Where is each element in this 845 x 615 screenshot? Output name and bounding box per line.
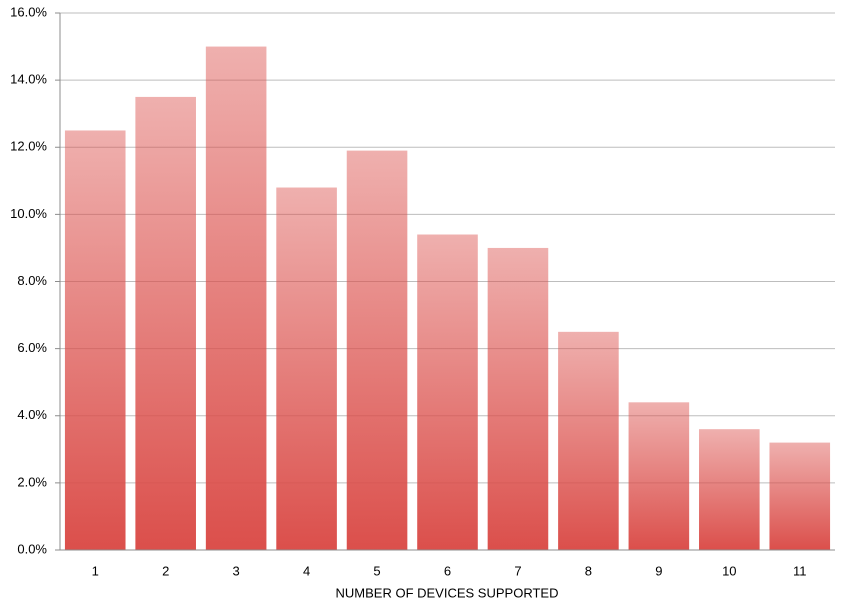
y-tick-label: 6.0% (17, 340, 47, 355)
x-tick-label: 6 (444, 563, 451, 578)
bar (346, 150, 408, 550)
x-tick-label: 1 (92, 563, 99, 578)
x-tick-label: 2 (162, 563, 169, 578)
x-tick-label: 11 (793, 563, 807, 578)
x-tick-label: 7 (514, 563, 521, 578)
y-tick-label: 12.0% (10, 139, 47, 154)
y-tick-label: 16.0% (10, 4, 47, 19)
bar (628, 402, 690, 550)
y-tick-label: 8.0% (17, 273, 47, 288)
y-tick-label: 10.0% (10, 206, 47, 221)
x-tick-label: 5 (373, 563, 380, 578)
y-tick-label: 0.0% (17, 541, 47, 556)
bar (276, 187, 337, 550)
y-tick-label: 2.0% (17, 474, 47, 489)
bar (558, 331, 619, 550)
x-axis-label: NUMBER OF DEVICES SUPPORTED (336, 585, 559, 600)
x-tick-label: 4 (303, 563, 310, 578)
y-tick-label: 14.0% (10, 72, 47, 87)
x-tick-label: 8 (585, 563, 592, 578)
x-tick-label: 3 (233, 563, 240, 578)
bar (417, 234, 478, 550)
bar (205, 46, 267, 550)
bar (699, 429, 760, 550)
bar (487, 247, 549, 550)
bar (135, 96, 196, 550)
x-tick-label: 9 (655, 563, 662, 578)
bar (64, 130, 126, 550)
x-tick-label: 10 (722, 563, 736, 578)
y-tick-label: 4.0% (17, 407, 47, 422)
bar (769, 442, 831, 550)
